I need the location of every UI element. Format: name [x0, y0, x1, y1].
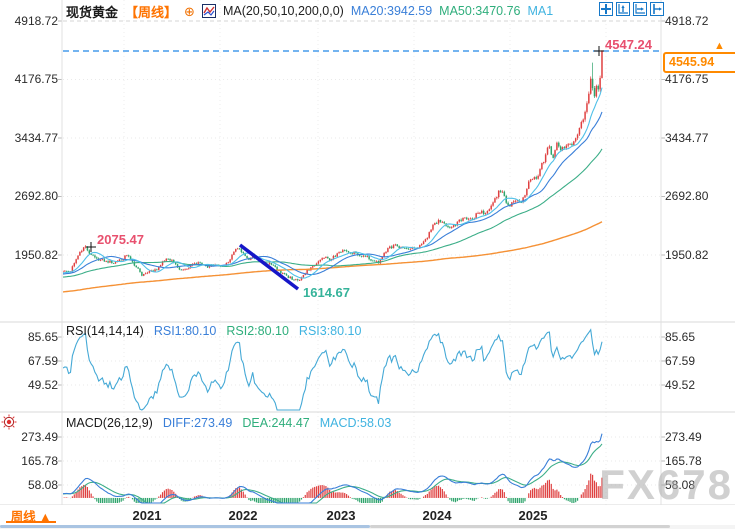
period-tab-arrow-icon: ▲: [39, 510, 52, 524]
rsi-axis-left-2: 49.52: [27, 378, 58, 392]
period-tab-weekly[interactable]: 周线 ▲: [0, 506, 62, 524]
price-up-arrow-icon: ▲: [714, 40, 725, 52]
rsi-axis-right-0: 85.65: [665, 330, 696, 344]
ma10-value: MA1: [527, 4, 554, 18]
main-axis-left-2: 3434.77: [14, 131, 58, 145]
chart-header: 现货黄金 【周线】 ⊕ MA(20,50,10,200,0,0) MA20:39…: [66, 2, 553, 20]
macd-value: MACD:58.03: [319, 416, 392, 430]
macd-header: MACD(26,12,9) DIFF:273.49 DEA:244.47 MAC…: [66, 416, 391, 430]
period-tab-label: 周线: [10, 510, 36, 524]
macd-axis-left-0: 273.49: [21, 430, 58, 444]
shift-chart-right-icon[interactable]: [650, 2, 664, 16]
year-label-2024: 2024: [422, 508, 452, 523]
ma50-value: MA50:3470.76: [439, 4, 521, 18]
main-axis-left-1: 4176.75: [14, 72, 58, 86]
main-axis-right-2: 3434.77: [665, 131, 709, 145]
horizontal-scrollbar-thumb-left[interactable]: [0, 525, 370, 528]
macd-dea-value: DEA:244.47: [242, 416, 310, 430]
pan-tool-icon[interactable]: [599, 2, 613, 16]
low-price-label: 1614.67: [303, 285, 350, 300]
current-price-marker: 4545.94: [663, 52, 735, 73]
macd-diff-value: DIFF:273.49: [162, 416, 233, 430]
ma20-value: MA20:3942.59: [350, 4, 433, 18]
main-axis-right-3: 2692.80: [665, 189, 709, 203]
year-label-2023: 2023: [326, 508, 356, 523]
chart-type-icon[interactable]: [201, 4, 216, 18]
year-label-2025: 2025: [518, 508, 548, 523]
watermark: FX678: [599, 461, 733, 508]
high-price-label: 4547.24: [605, 37, 652, 52]
main-axis-right-4: 1950.82: [665, 248, 709, 262]
horizontal-scrollbar-thumb[interactable]: [370, 525, 670, 528]
ma-settings-label: MA(20,50,10,200,0,0): [222, 4, 344, 18]
macd-axis-left-1: 165.78: [21, 454, 58, 468]
fit-horizontal-axis-icon[interactable]: [633, 2, 647, 16]
rsi-axis-left-0: 85.65: [27, 330, 58, 344]
period-tab-underline: [6, 521, 56, 523]
rsi-axis-right-1: 67.59: [665, 354, 696, 368]
main-axis-left-0: 4918.72: [14, 14, 58, 28]
period-tag: 【周线】: [125, 4, 178, 20]
main-axis-left-4: 1950.82: [14, 248, 58, 262]
chart-toolbar: [599, 2, 664, 16]
main-axis-left-3: 2692.80: [14, 189, 58, 203]
rsi1-value: RSI1:80.10: [153, 324, 217, 338]
peak-price-label: 2075.47: [97, 232, 144, 247]
rsi-axis-left-1: 67.59: [27, 354, 58, 368]
fit-vertical-axis-icon[interactable]: [616, 2, 630, 16]
main-axis-right-1: 4176.75: [665, 72, 709, 86]
rsi-axis-right-2: 49.52: [665, 378, 696, 392]
symbol-title: 现货黄金: [66, 4, 119, 20]
rsi-header: RSI(14,14,14) RSI1:80.10 RSI2:80.10 RSI3…: [66, 324, 361, 338]
macd-settings-label: MACD(26,12,9): [66, 416, 153, 430]
year-label-2022: 2022: [228, 508, 258, 523]
macd-axis-right-1: 165.78: [665, 454, 702, 468]
collapse-icon[interactable]: ⊕: [184, 3, 195, 19]
rsi3-value: RSI3:80.10: [298, 324, 362, 338]
rsi-settings-label: RSI(14,14,14): [66, 324, 144, 338]
alert-blink-icon[interactable]: [1, 414, 17, 430]
macd-axis-right-2: 58.08: [665, 478, 696, 492]
main-axis-right-0: 4918.72: [665, 14, 709, 28]
macd-axis-left-2: 58.08: [27, 478, 58, 492]
rsi2-value: RSI2:80.10: [226, 324, 289, 338]
year-label-2021: 2021: [132, 508, 162, 523]
time-axis-bar: [0, 505, 735, 524]
macd-axis-right-0: 273.49: [665, 430, 702, 444]
